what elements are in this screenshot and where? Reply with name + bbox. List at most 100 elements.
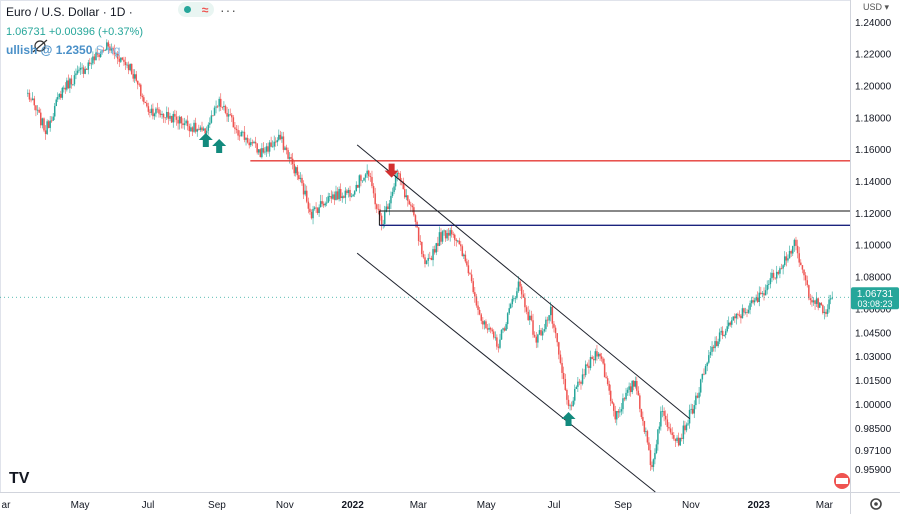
candle-body — [377, 208, 380, 210]
candle-body — [66, 80, 68, 90]
candle-body — [516, 291, 518, 298]
candle-body — [259, 149, 262, 158]
sell-arrow-icon — [384, 163, 399, 178]
price-tick-label: 1.20000 — [855, 81, 892, 92]
candle-body — [545, 319, 547, 330]
candle-body — [603, 363, 606, 378]
candle-body — [379, 209, 381, 216]
candle-body — [814, 300, 816, 304]
eye-off-icon-slash — [32, 39, 48, 53]
candle-body — [450, 230, 453, 235]
candle-body — [564, 378, 567, 390]
candle-body — [790, 250, 792, 254]
candle-body — [73, 75, 76, 85]
candle-body — [828, 299, 830, 310]
candle-body — [477, 305, 479, 310]
candle-body — [467, 265, 470, 274]
candle-body — [510, 304, 512, 309]
candle-body — [551, 306, 554, 324]
candle-body — [657, 429, 659, 445]
candle-body — [186, 120, 189, 127]
candle-body — [558, 342, 560, 355]
candle-body — [307, 201, 310, 209]
candle-body — [411, 205, 414, 208]
candle-body — [592, 359, 595, 361]
candle-body — [768, 284, 770, 285]
candle-body — [322, 203, 325, 206]
note-label[interactable]: ullish @ 1.2350 S ng — [6, 41, 143, 60]
candle-body — [803, 269, 805, 276]
time-tick-label: Jul — [548, 500, 561, 511]
candle-body — [301, 177, 303, 184]
candle-body — [793, 239, 796, 247]
candle-body — [158, 109, 160, 114]
candle-body — [714, 341, 716, 349]
candle-body — [240, 131, 243, 137]
candle-body — [463, 254, 465, 257]
candle-body — [410, 204, 412, 206]
eye-off-icon — [34, 40, 46, 52]
candle-body — [771, 272, 773, 279]
candle-body — [795, 239, 797, 246]
candle-body — [639, 395, 641, 409]
candle-body — [396, 172, 398, 178]
candle-body — [380, 215, 383, 225]
candle-body — [626, 389, 629, 393]
tradingview-logo-icon: TV — [9, 470, 30, 487]
candle-body — [414, 215, 417, 222]
candle-body — [116, 53, 119, 59]
candle-body — [324, 203, 326, 206]
candle-body — [101, 49, 103, 53]
candle-body — [671, 432, 673, 436]
candle-body — [363, 177, 365, 181]
candle-body — [268, 142, 271, 152]
candle-body — [677, 437, 680, 446]
candle-body — [299, 177, 302, 179]
candle-body — [540, 330, 542, 336]
candle-body — [35, 105, 37, 111]
candle-body — [242, 131, 244, 133]
symbol-title[interactable]: Euro / U.S. Dollar · 1D · — [6, 5, 133, 19]
candle-body — [474, 292, 476, 297]
dot-icon — [183, 6, 191, 13]
candle-body — [333, 194, 336, 200]
price-tick-label: 1.18000 — [855, 113, 892, 124]
candle-body — [629, 386, 632, 393]
candle-body — [517, 281, 520, 292]
candle-body — [127, 64, 130, 71]
price-tick-label: 1.24000 — [855, 18, 892, 29]
candle-body — [408, 200, 411, 205]
price-tick-label: 1.03000 — [855, 352, 892, 363]
candle-body — [660, 411, 662, 427]
candle-body — [800, 262, 802, 266]
candle-body — [394, 177, 397, 187]
candle-body — [780, 268, 783, 270]
candle-body — [711, 346, 713, 352]
candle-body — [505, 324, 507, 331]
candle-body — [764, 290, 767, 296]
chart-legend: Euro / U.S. Dollar · 1D · 1.06731 +0.003… — [6, 3, 143, 60]
more-menu-icon[interactable]: ··· — [220, 2, 237, 18]
candle-body — [772, 272, 775, 278]
candle-body — [737, 313, 739, 315]
indicator-pills[interactable]: ≈ ··· — [178, 2, 237, 18]
candle-body — [820, 302, 823, 306]
candle-body — [98, 54, 100, 58]
candle-body — [455, 239, 458, 241]
candle-body — [82, 67, 85, 74]
status-pill[interactable]: ≈ — [178, 2, 214, 17]
candle-body — [729, 322, 732, 325]
candle-body — [258, 149, 260, 153]
candle-body — [724, 331, 727, 336]
candle-body — [53, 106, 56, 117]
candle-body — [61, 87, 64, 98]
candle-body — [366, 170, 368, 175]
candle-body — [368, 170, 370, 177]
candle-body — [130, 63, 133, 74]
time-tick-label: ar — [2, 500, 12, 511]
candle-body — [234, 127, 236, 129]
candle-body — [327, 196, 329, 203]
price-tick-label: 1.14000 — [855, 177, 892, 188]
